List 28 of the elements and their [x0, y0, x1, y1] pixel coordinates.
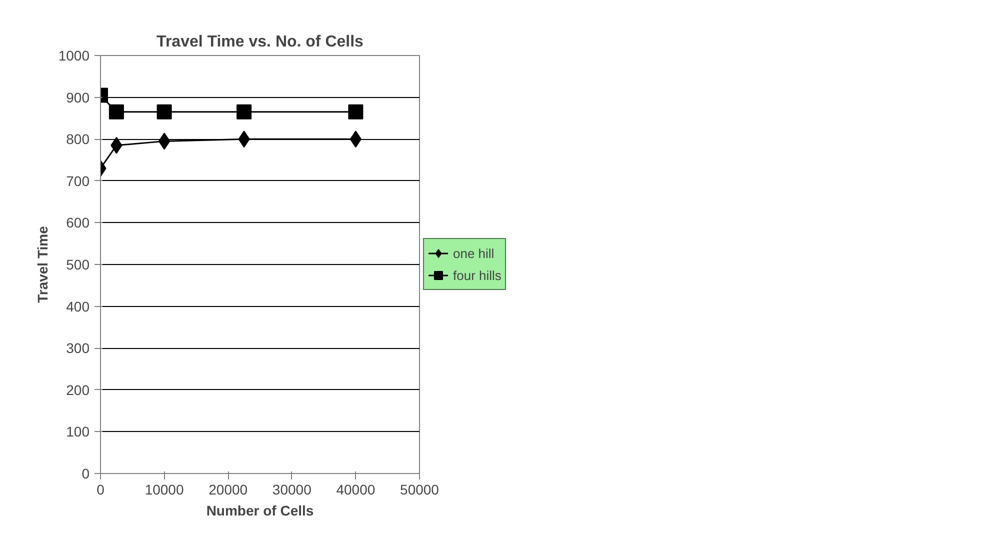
x-tick-label: 20000 — [208, 482, 248, 498]
point — [350, 130, 362, 148]
y-axis-title: Travel Time — [34, 226, 50, 303]
y-tick-label: 1000 — [58, 48, 90, 64]
x-tick-label: 10000 — [144, 482, 184, 498]
y-tick-label: 300 — [66, 340, 90, 356]
chart-title: Travel Time vs. No. of Cells — [156, 34, 364, 50]
y-tick-label: 100 — [66, 424, 90, 440]
legend-label: four hills — [453, 268, 502, 282]
y-tick-label: 800 — [66, 131, 90, 148]
x-tick-label: 30000 — [272, 482, 312, 498]
y-tick-label: 500 — [66, 256, 90, 272]
point — [108, 104, 124, 120]
y-tick-label: 400 — [66, 298, 90, 314]
legend-label: one hill — [453, 246, 494, 260]
point — [348, 104, 364, 120]
x-tick-label: 50000 — [400, 482, 440, 498]
x-axis-title: Number of Cells — [206, 502, 314, 518]
x-tick-label: 0 — [96, 482, 105, 498]
y-tick-label: 200 — [66, 382, 90, 398]
x-tick-label: 40000 — [336, 482, 376, 498]
point — [156, 104, 172, 120]
y-tick-label: 700 — [66, 172, 90, 189]
y-tick-label: 900 — [66, 89, 90, 106]
y-tick-label: 600 — [66, 214, 90, 231]
y-tick-label: 0 — [82, 466, 90, 482]
point — [158, 132, 170, 150]
point — [236, 104, 252, 120]
